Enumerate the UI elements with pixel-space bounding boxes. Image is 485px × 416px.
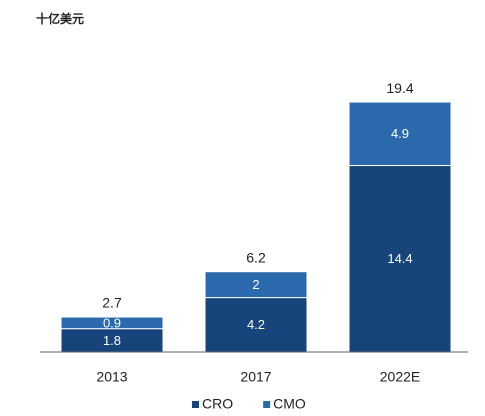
- legend-label: CMO: [273, 396, 306, 412]
- value-label: 4.2: [247, 317, 265, 332]
- y-axis-label: 十亿美元: [36, 11, 84, 26]
- x-tick-label: 2017: [240, 369, 271, 385]
- legend-label: CRO: [202, 396, 233, 412]
- legend-swatch: [263, 401, 271, 408]
- value-label: 0.9: [103, 315, 121, 330]
- total-label: 6.2: [246, 249, 266, 265]
- value-label: 1.8: [103, 333, 121, 348]
- bar-segment: [204, 271, 308, 299]
- legend-swatch: [192, 401, 199, 408]
- x-tick-label: 2022E: [380, 369, 420, 385]
- bar-segment: [60, 316, 164, 330]
- total-label: 19.4: [386, 80, 413, 96]
- total-label: 2.7: [102, 295, 122, 311]
- bar-segment: [348, 101, 452, 167]
- value-label: 14.4: [387, 251, 412, 266]
- value-label: 4.9: [391, 126, 409, 141]
- x-tick-label: 2013: [96, 369, 127, 385]
- value-label: 2: [252, 277, 259, 292]
- bar-segment: [204, 297, 308, 353]
